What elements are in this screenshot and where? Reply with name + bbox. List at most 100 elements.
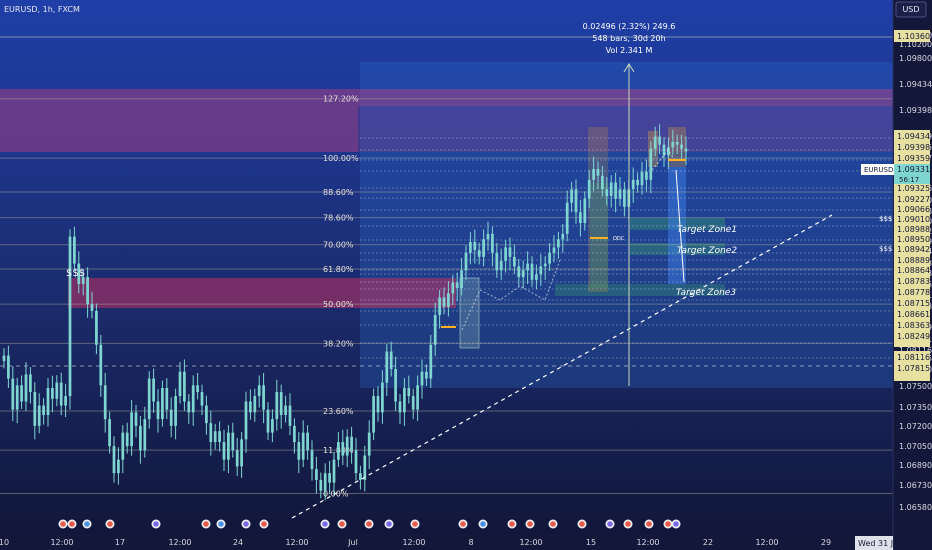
event-icon[interactable] — [151, 519, 161, 529]
currency-button[interactable]: USD — [895, 1, 927, 18]
event-icon[interactable] — [82, 519, 92, 529]
candle-body — [143, 419, 147, 451]
event-icon[interactable] — [216, 519, 226, 529]
candle-body — [552, 247, 556, 253]
event-icon[interactable] — [577, 519, 587, 529]
price-box-top-label: 1.10360 — [897, 32, 930, 41]
candle-body — [623, 189, 626, 207]
candle-body — [191, 385, 195, 413]
price-box-label: 1.09010 — [897, 215, 930, 224]
event-icon[interactable] — [58, 519, 68, 529]
x-tick-label: 29 — [821, 538, 831, 547]
candle-body — [42, 405, 45, 416]
event-icon[interactable] — [605, 519, 615, 529]
candle-body — [337, 442, 340, 460]
event-icon[interactable] — [644, 519, 654, 529]
target-zone-1-label: Target Zone1 — [677, 225, 737, 235]
event-icon[interactable] — [320, 519, 330, 529]
event-icon[interactable] — [241, 519, 251, 529]
event-icon-dot — [69, 521, 75, 527]
candle-body — [249, 401, 252, 413]
y-tick-label: 1.08116 — [899, 346, 932, 355]
event-icon[interactable] — [67, 519, 77, 529]
bar-countdown: 56:17 — [899, 176, 919, 184]
candle-body — [570, 189, 573, 203]
candle-body — [385, 351, 389, 383]
measure-volume: Vol 2.341 M — [606, 46, 653, 55]
event-icon-dot — [107, 521, 113, 527]
event-icon[interactable] — [410, 519, 420, 529]
candle-body — [59, 382, 63, 406]
y-tick-label: 1.07500 — [899, 382, 932, 391]
highlight-column-2 — [590, 183, 608, 288]
event-icon-dot — [480, 521, 486, 527]
y-tick-label: 1.06890 — [899, 461, 932, 470]
x-tick-label: 15 — [586, 538, 596, 547]
candle-body — [486, 233, 490, 240]
event-icon[interactable] — [671, 519, 681, 529]
candle-body — [574, 189, 578, 213]
candle-body — [257, 385, 261, 397]
price-box-label: 1.09325 — [897, 184, 930, 193]
fib-label: 127.20% — [323, 95, 359, 104]
fib-label: 100.00% — [323, 154, 359, 163]
event-icon[interactable] — [259, 519, 269, 529]
event-icon[interactable] — [458, 519, 468, 529]
candle-body — [645, 171, 648, 180]
candle-body — [517, 266, 521, 278]
candle-body — [147, 378, 151, 420]
event-icon[interactable] — [525, 519, 535, 529]
projection-region — [360, 62, 893, 388]
candle-body — [455, 282, 459, 288]
candle-body — [77, 263, 81, 284]
event-icon[interactable] — [105, 519, 115, 529]
candle-body — [359, 473, 362, 480]
candle-body — [187, 401, 191, 413]
candle-body — [99, 344, 103, 386]
candle-body — [667, 147, 670, 156]
event-icon[interactable] — [201, 519, 211, 529]
candle-body — [227, 432, 230, 460]
event-icon[interactable] — [623, 519, 633, 529]
candle-body — [367, 432, 371, 456]
candle-body — [482, 239, 485, 257]
event-icon[interactable] — [507, 519, 517, 529]
candle-body — [618, 189, 622, 199]
event-icon[interactable] — [364, 519, 374, 529]
event-icon-dot — [153, 521, 159, 527]
event-icon-dot — [243, 521, 249, 527]
candle-body — [539, 266, 543, 275]
candle-body — [495, 252, 499, 271]
event-icon[interactable] — [337, 519, 347, 529]
candle-body — [548, 252, 551, 264]
highlight-column-1 — [588, 127, 608, 292]
y-tick-label: 1.07050 — [899, 442, 932, 451]
fib-label: 78.60% — [323, 214, 354, 223]
last-price-value: 1.09331 — [897, 165, 930, 174]
y-tick-label: 1.07350 — [899, 403, 932, 412]
x-tick-label: 12:00 — [519, 538, 542, 547]
candle-body — [262, 385, 265, 410]
event-icon-dot — [203, 521, 209, 527]
event-icon[interactable] — [478, 519, 488, 529]
x-tick-label: 17 — [115, 538, 125, 547]
event-icon-dot — [460, 521, 466, 527]
event-icon[interactable] — [663, 519, 673, 529]
event-icon[interactable] — [384, 519, 394, 529]
symbol-title: EURUSD, 1h, FXCM — [4, 5, 80, 14]
candle-body — [477, 250, 481, 257]
x-tick-label: 8 — [468, 538, 473, 547]
candle-body — [596, 168, 600, 176]
upper-zone-right — [358, 106, 893, 152]
event-icon[interactable] — [548, 519, 558, 529]
candle-body — [103, 385, 107, 420]
last-price-tag — [894, 164, 930, 184]
y-tick-label: 1.07200 — [899, 422, 932, 431]
candle-body — [442, 297, 446, 307]
candle-body — [205, 405, 208, 424]
candle-body — [112, 446, 116, 474]
candle-body — [271, 419, 274, 433]
candle-body — [521, 270, 525, 278]
